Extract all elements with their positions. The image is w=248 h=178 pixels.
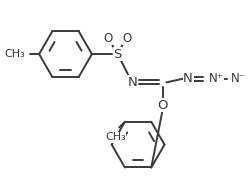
Text: CH₃: CH₃ <box>105 132 126 142</box>
Text: O: O <box>157 99 168 112</box>
Text: O: O <box>122 32 131 45</box>
Text: N⁻: N⁻ <box>230 72 246 85</box>
Text: N: N <box>127 76 137 89</box>
Text: S: S <box>113 48 122 61</box>
Text: N: N <box>183 72 193 85</box>
Text: CH₃: CH₃ <box>4 49 25 59</box>
Text: O: O <box>103 32 113 45</box>
Text: N⁺: N⁺ <box>209 72 224 85</box>
